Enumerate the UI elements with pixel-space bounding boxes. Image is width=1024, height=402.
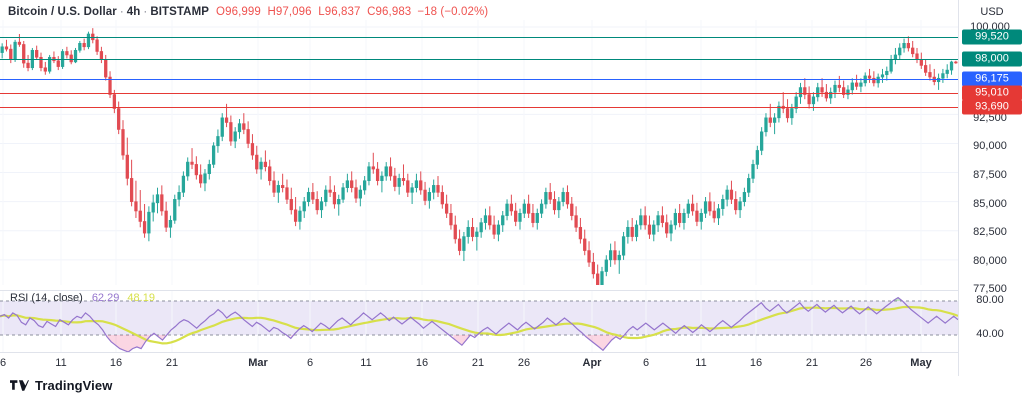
tradingview-mark-icon	[10, 380, 29, 391]
time-tick: 6	[306, 357, 314, 369]
tradingview-logo[interactable]: TradingView	[10, 378, 112, 393]
low-key: L	[318, 6, 325, 18]
symbol-name[interactable]: Bitcoin / U.S. Dollar	[8, 6, 117, 18]
exchange-label[interactable]: BITSTAMP	[150, 6, 210, 18]
time-tick: 6	[642, 357, 650, 369]
level-line-95010[interactable]	[0, 93, 958, 94]
price-tick: 90,000	[973, 140, 1007, 152]
interval-label[interactable]: 4h	[126, 6, 141, 18]
time-tick: 21	[165, 357, 179, 369]
rsi-value: 62.29	[91, 292, 120, 304]
time-tick: May	[910, 357, 932, 369]
price-tick: 92,500	[973, 112, 1007, 124]
rsi-series	[0, 291, 958, 353]
price-level-tag[interactable]: 99,520	[962, 29, 1022, 45]
rsi-tick: 40.00	[976, 328, 1004, 340]
level-line-99520[interactable]	[0, 37, 958, 38]
time-tick: 11	[55, 357, 67, 369]
legend-separator-2: ·	[143, 6, 148, 18]
level-line-96175[interactable]	[0, 79, 958, 80]
rsi-ma-value: 48.19	[127, 292, 155, 304]
level-line-93690[interactable]	[0, 107, 958, 108]
rsi-title[interactable]: RSI (14, close)	[10, 292, 83, 304]
price-tick: 77,500	[973, 283, 1007, 295]
time-tick: 16	[415, 357, 429, 369]
legend-separator-1: ·	[119, 6, 124, 18]
open-value: 96,999	[225, 6, 261, 18]
price-tick: 82,500	[973, 226, 1007, 238]
time-tick: 16	[109, 357, 123, 369]
price-tick: 87,500	[973, 169, 1007, 181]
time-tick: 6	[0, 357, 7, 369]
price-tick: 85,000	[973, 198, 1007, 210]
rsi-tick: 80.00	[976, 294, 1004, 306]
change-value: −18 (−0.02%)	[417, 6, 489, 18]
time-tick: 26	[859, 357, 873, 369]
price-tick: 80,000	[973, 255, 1007, 267]
close-value: 96,983	[375, 6, 412, 18]
price-level-tag[interactable]: 96,175	[962, 71, 1022, 87]
chart-legend: Bitcoin / U.S. Dollar · 4h · BITSTAMP O9…	[8, 4, 488, 20]
open-key: O	[216, 6, 226, 18]
time-tick: 11	[695, 357, 707, 369]
time-scale[interactable]: 6 11 16 21 Mar 6 11 16 21 26 Apr 6 11 16 21 26 May	[0, 352, 958, 375]
high-value: 97,096	[275, 6, 312, 18]
time-tick: 21	[805, 357, 819, 369]
time-tick: 26	[517, 357, 531, 369]
close-key: C	[367, 6, 376, 18]
price-level-tag[interactable]: 93,690	[962, 99, 1022, 115]
time-tick: Mar	[248, 357, 268, 369]
time-tick: 21	[471, 357, 485, 369]
price-level-tag[interactable]: 98,000	[962, 51, 1022, 67]
time-tick: Apr	[582, 357, 602, 369]
time-tick: 11	[360, 357, 372, 369]
high-key: H	[267, 6, 276, 18]
ohlc-values: O96,999 H97,096 L96,837 C96,983	[216, 6, 411, 18]
currency-label: USD	[980, 6, 1004, 18]
price-pane[interactable]	[0, 20, 958, 285]
candlestick-series	[0, 20, 958, 285]
rsi-pane[interactable]	[0, 290, 958, 353]
low-value: 96,837	[324, 6, 361, 18]
tradingview-wordmark: TradingView	[35, 378, 113, 393]
price-level-tag[interactable]: 95,010	[962, 85, 1022, 101]
level-line-98000[interactable]	[0, 59, 958, 60]
time-tick: 16	[749, 357, 763, 369]
price-scale[interactable]: USD 100,000 92,500 90,000 87,500 85,000 82,50…	[958, 0, 1024, 376]
rsi-legend: RSI (14, close) 62.29 48.19	[10, 292, 155, 304]
